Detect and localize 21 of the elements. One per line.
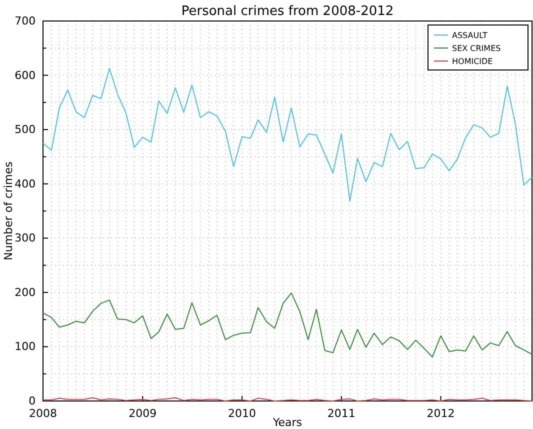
y-tick-label: 200 xyxy=(14,286,36,299)
line-series xyxy=(42,292,532,358)
x-tick-label: 2010 xyxy=(228,407,256,420)
y-tick-label: 0 xyxy=(28,394,36,408)
y-tick-label: 300 xyxy=(14,232,36,245)
x-tick-label: 2009 xyxy=(128,407,157,420)
legend-label: HOMICIDE xyxy=(452,57,493,66)
x-tick-label: 2008 xyxy=(29,407,57,420)
x-tick-label: 2011 xyxy=(327,407,356,420)
legend-label: ASSAULT xyxy=(452,31,488,40)
chart-title: Personal crimes from 2008-2012 xyxy=(181,4,394,19)
y-tick-label: 500 xyxy=(14,123,36,136)
y-tick-label: 100 xyxy=(14,340,36,354)
x-tick-label: 2012 xyxy=(426,407,455,420)
y-tick-label: 400 xyxy=(14,177,36,190)
legend-label: SEX CRIMES xyxy=(452,44,501,53)
y-axis-title: Number of crimes xyxy=(2,161,15,260)
y-tick-label: 700 xyxy=(14,14,36,28)
x-axis-title: Years xyxy=(272,416,302,429)
y-tick-label: 600 xyxy=(14,68,36,82)
line-series xyxy=(42,68,532,202)
